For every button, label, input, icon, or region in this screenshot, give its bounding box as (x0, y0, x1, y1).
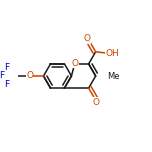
Text: Me: Me (107, 72, 120, 81)
Text: O: O (26, 71, 33, 81)
Text: OH: OH (106, 49, 119, 58)
Text: O: O (84, 35, 91, 43)
Text: O: O (92, 98, 99, 107)
Text: F: F (4, 80, 9, 89)
Text: O: O (71, 59, 78, 68)
Text: F: F (0, 71, 4, 81)
Text: F: F (4, 63, 9, 72)
